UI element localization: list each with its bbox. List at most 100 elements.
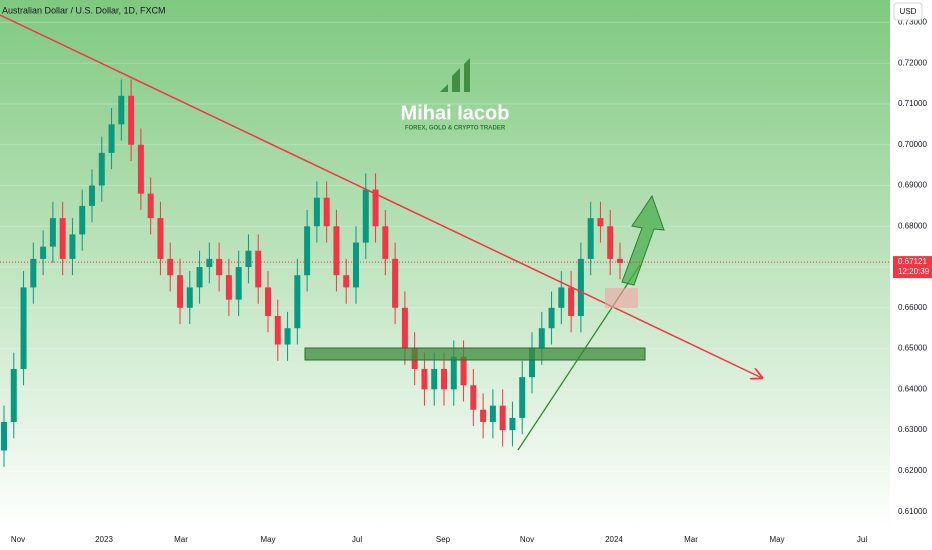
x-tick-label: Mar — [684, 535, 698, 544]
x-tick-label: Sep — [436, 535, 451, 544]
candle-body — [333, 226, 340, 276]
candle-body — [79, 205, 86, 235]
candle-body — [294, 275, 301, 329]
x-tick-label: 2023 — [95, 535, 113, 544]
candle-body — [59, 218, 66, 259]
last-price-box — [893, 256, 932, 279]
candle-body — [509, 417, 516, 431]
candle-body — [489, 405, 496, 422]
candle-body — [441, 368, 447, 390]
watermark-name: Mihai Iacob — [401, 102, 510, 124]
candle-body — [382, 226, 389, 259]
candle-body — [597, 218, 604, 227]
candle-body — [196, 267, 203, 288]
y-tick-label: 0.61000 — [898, 507, 927, 516]
candle-body — [587, 218, 594, 259]
candle-body — [529, 348, 535, 378]
y-tick-label: 0.63000 — [898, 425, 927, 434]
candle-body — [353, 242, 359, 288]
candle-body — [49, 218, 56, 247]
y-tick-label: 0.72000 — [898, 58, 927, 67]
candle-body — [108, 124, 115, 153]
candle-body — [235, 267, 242, 300]
candle-body — [470, 385, 477, 410]
candle-body — [392, 258, 399, 308]
candle-body — [538, 328, 545, 349]
candle-body — [372, 189, 379, 227]
candle-body — [30, 258, 37, 288]
time-axis — [0, 530, 932, 550]
x-tick-label: 2024 — [605, 535, 623, 544]
candle-body — [20, 287, 27, 369]
last-price-label: 0.67121 — [898, 257, 927, 266]
candle-body — [558, 287, 565, 308]
x-tick-label: Jul — [857, 535, 867, 544]
candle-body — [245, 250, 252, 268]
y-tick-label: 0.65000 — [898, 344, 927, 353]
plot-background — [0, 0, 890, 530]
candle-body — [1, 421, 7, 451]
candle-body — [401, 307, 408, 349]
candle-body — [480, 409, 487, 422]
y-tick-label: 0.70000 — [898, 140, 927, 149]
candle-body — [137, 144, 144, 194]
candle-body — [450, 356, 457, 390]
x-tick-label: May — [769, 535, 784, 544]
candle-body — [40, 246, 47, 259]
candle-body — [421, 368, 428, 390]
countdown: 12:20:39 — [898, 267, 930, 276]
y-tick-label: 0.71000 — [898, 99, 927, 108]
candle-body — [206, 258, 213, 268]
candle-body — [98, 152, 105, 186]
x-tick-label: Mar — [174, 535, 188, 544]
candle-body — [128, 95, 135, 145]
candle-body — [177, 275, 183, 308]
candle-body — [265, 287, 271, 316]
logo — [440, 58, 470, 92]
candle-body — [499, 405, 506, 431]
x-tick-label: Nov — [11, 535, 25, 544]
trendline — [0, 14, 762, 378]
candle-body — [216, 258, 223, 276]
candle-body — [323, 197, 330, 227]
candle-body — [69, 234, 76, 259]
candle-body — [304, 226, 311, 276]
candle-body — [617, 258, 623, 263]
candle-body — [274, 315, 281, 345]
currency: USD — [900, 7, 917, 16]
candle-body — [186, 287, 193, 308]
candle-body — [167, 258, 174, 276]
candle-body — [460, 356, 467, 386]
x-tick-label: Jul — [352, 535, 362, 544]
candle-body — [225, 275, 232, 300]
candle-body — [343, 275, 350, 288]
y-tick-label: 0.68000 — [898, 221, 927, 230]
annotations — [0, 14, 762, 451]
candle-body — [118, 95, 125, 125]
y-tick-label: 0.62000 — [898, 466, 927, 475]
candle-body — [548, 307, 555, 329]
y-tick-label: 0.64000 — [898, 384, 927, 393]
y-tick-label: 0.73000 — [898, 18, 927, 27]
y-tick-label: 0.66000 — [898, 303, 927, 312]
watermark-tagline: FOREX, GOLD & CRYPTO TRADER — [405, 126, 506, 132]
candle-body — [147, 193, 154, 219]
support-zone — [304, 347, 646, 361]
candle-body — [431, 368, 438, 390]
candle-body — [607, 226, 614, 259]
candle-body — [577, 258, 584, 316]
candle-body — [284, 328, 291, 345]
candle-body — [255, 250, 262, 288]
target-arrow — [621, 194, 665, 286]
watermark: Mihai Iacob FOREX, GOLD & CRYPTO TRADER — [401, 58, 510, 132]
x-tick-label: May — [260, 535, 275, 544]
x-tick-label: Nov — [520, 535, 534, 544]
currency-box — [893, 2, 923, 21]
candle-body — [157, 218, 164, 259]
candle-body — [313, 197, 320, 227]
candle-body — [89, 185, 95, 206]
chart-title: Australian Dollar / U.S. Dollar, 1D, FXC… — [2, 5, 166, 15]
candle-body — [568, 287, 575, 316]
candle-body — [362, 189, 369, 243]
